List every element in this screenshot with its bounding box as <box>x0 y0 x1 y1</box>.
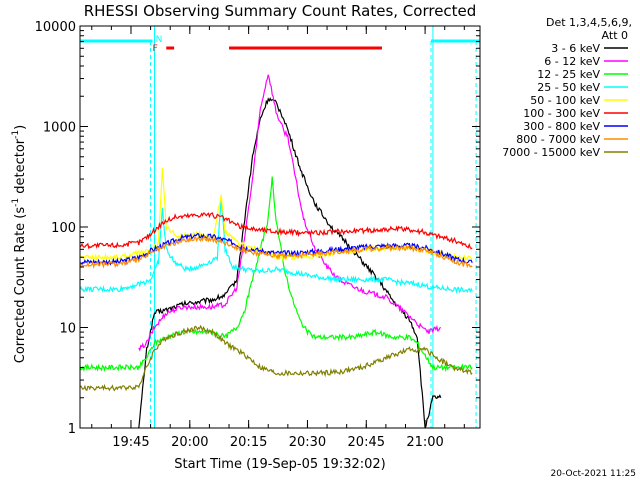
legend-label-12-25-kev: 12 - 25 keV <box>537 68 600 81</box>
y-axis-label: Corrected Count Rate (s-1 detector-1) <box>11 125 28 363</box>
x-tick-label: 20:30 <box>289 435 326 450</box>
legend-label-3-6-kev: 3 - 6 keV <box>551 42 600 55</box>
legend-label-800-7000-kev: 800 - 7000 keV <box>516 133 600 146</box>
legend-header-line1: Det 1,3,4,5,6,9, <box>546 16 632 29</box>
chart-title: RHESSI Observing Summary Count Rates, Co… <box>84 2 477 20</box>
series-line-3-6-kev <box>138 97 442 429</box>
legend-label-25-50-kev: 25 - 50 keV <box>537 81 600 94</box>
y-tick-label: 10 <box>59 322 76 337</box>
series-line-300-800-kev <box>79 232 473 266</box>
x-tick-label: 20:45 <box>348 435 385 450</box>
legend-header-line2: Att 0 <box>602 29 628 42</box>
legend-label-50-100-kev: 50 - 100 keV <box>530 94 600 107</box>
y-axis-label-main: Corrected Count Rate (s <box>13 207 28 364</box>
x-tick-label: 21:00 <box>406 435 443 450</box>
legend-label-300-800-kev: 300 - 800 keV <box>523 120 600 133</box>
legend-label-7000-15000-kev: 7000 - 15000 keV <box>502 146 600 159</box>
series-line-100-300-kev <box>79 212 473 250</box>
series-line-7000-15000-kev <box>79 324 473 392</box>
series-line-25-50-kev <box>79 198 473 294</box>
svg-text:Corrected Count Rate (s-1 dete: Corrected Count Rate (s-1 detector-1) <box>11 125 28 363</box>
x-tick-label: 20:15 <box>230 435 267 450</box>
y-tick-label: 1 <box>68 422 76 437</box>
series-line-800-7000-kev <box>79 235 473 270</box>
series-line-12-25-kev <box>79 176 473 373</box>
y-axis-label-mid: detector <box>13 138 28 198</box>
legend-label-100-300-kev: 100 - 300 keV <box>523 107 600 120</box>
flare-marker-label: F <box>153 44 158 54</box>
y-tick-label: 10000 <box>35 20 76 35</box>
footer-date: 20-Oct-2021 11:25 <box>551 469 636 479</box>
legend-label-6-12-kev: 6 - 12 keV <box>544 55 600 68</box>
x-tick-label: 19:45 <box>112 435 149 450</box>
y-axis-label-end: ) <box>13 125 28 130</box>
y-tick-label: 1000 <box>43 121 76 136</box>
series-line-6-12-kev <box>138 74 442 352</box>
y-axis-label-sup2: -1 <box>11 130 21 139</box>
y-axis-label-sup1: -1 <box>11 198 21 207</box>
x-axis-label: Start Time (19-Sep-05 19:32:02) <box>174 457 385 472</box>
x-tick-label: 20:00 <box>171 435 208 450</box>
y-tick-label: 100 <box>51 221 76 236</box>
night-marker-label: N <box>156 35 163 45</box>
